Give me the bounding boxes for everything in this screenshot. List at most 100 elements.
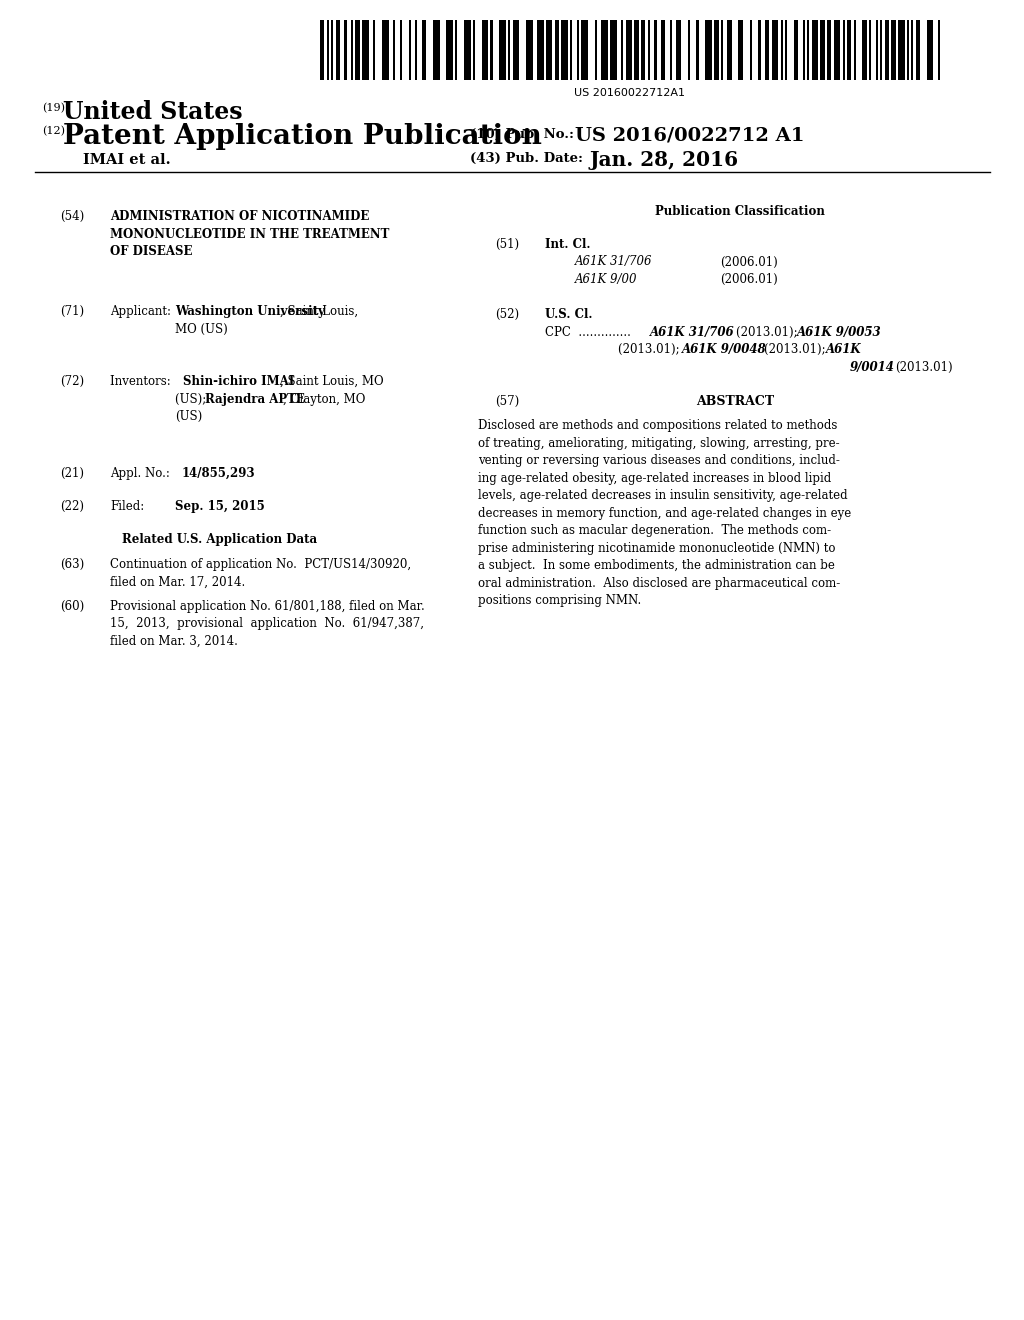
Bar — [411, 20, 415, 81]
Bar — [782, 20, 785, 81]
Bar — [805, 20, 807, 81]
Text: (71): (71) — [60, 305, 84, 318]
Bar — [719, 20, 721, 81]
Text: (19): (19) — [42, 103, 65, 114]
Text: ing age-related obesity, age-related increases in blood lipid: ing age-related obesity, age-related inc… — [478, 473, 831, 484]
Bar — [353, 20, 355, 81]
Bar — [616, 20, 622, 81]
Bar — [568, 20, 570, 81]
Bar — [738, 20, 743, 81]
Text: levels, age-related decreases in insulin sensitivity, age-related: levels, age-related decreases in insulin… — [478, 490, 848, 503]
Text: Related U.S. Application Data: Related U.S. Application Data — [123, 533, 317, 546]
Text: A61K 9/0048: A61K 9/0048 — [682, 343, 767, 356]
Bar — [752, 20, 759, 81]
Bar — [641, 20, 645, 81]
Bar — [698, 20, 706, 81]
Bar — [559, 20, 561, 81]
Bar — [885, 20, 889, 81]
Text: Washington University: Washington University — [175, 305, 325, 318]
Text: 15,  2013,  provisional  application  No.  61/947,387,: 15, 2013, provisional application No. 61… — [110, 618, 424, 631]
Bar — [690, 20, 696, 81]
Text: Sep. 15, 2015: Sep. 15, 2015 — [175, 500, 265, 513]
Bar — [662, 20, 666, 81]
Bar — [422, 20, 426, 81]
Bar — [325, 20, 327, 81]
Bar — [881, 20, 883, 81]
Bar — [681, 20, 687, 81]
Bar — [577, 20, 579, 81]
Text: (2013.01): (2013.01) — [895, 360, 952, 374]
Text: ABSTRACT: ABSTRACT — [696, 395, 774, 408]
Text: prise administering nicotinamide mononucleotide (NMN) to: prise administering nicotinamide mononuc… — [478, 543, 836, 554]
Bar — [373, 20, 376, 81]
Bar — [851, 20, 854, 81]
Text: A61K 31/706: A61K 31/706 — [650, 326, 734, 338]
Bar — [418, 20, 422, 81]
Bar — [464, 20, 471, 81]
Bar — [553, 20, 555, 81]
Bar — [426, 20, 433, 81]
Bar — [803, 20, 805, 81]
Bar — [355, 20, 359, 81]
Bar — [845, 20, 847, 81]
Bar — [827, 20, 831, 81]
Bar — [409, 20, 411, 81]
Text: Applicant:: Applicant: — [110, 305, 178, 318]
Text: A61K 31/706: A61K 31/706 — [575, 256, 652, 268]
Bar — [624, 20, 626, 81]
Text: Provisional application No. 61/801,188, filed on Mar.: Provisional application No. 61/801,188, … — [110, 601, 425, 612]
Bar — [415, 20, 418, 81]
Bar — [913, 20, 915, 81]
Bar — [907, 20, 909, 81]
Bar — [344, 20, 346, 81]
Bar — [439, 20, 446, 81]
Bar — [721, 20, 723, 81]
Bar — [601, 20, 608, 81]
Bar — [904, 20, 907, 81]
Bar — [812, 20, 818, 81]
Bar — [909, 20, 911, 81]
Bar — [399, 20, 402, 81]
Text: (57): (57) — [495, 395, 519, 408]
Bar — [393, 20, 395, 81]
Bar — [537, 20, 544, 81]
Bar — [650, 20, 654, 81]
Bar — [471, 20, 473, 81]
Text: US 2016/0022712 A1: US 2016/0022712 A1 — [575, 125, 805, 144]
Bar — [706, 20, 712, 81]
Bar — [938, 20, 940, 81]
Bar — [570, 20, 572, 81]
Bar — [809, 20, 812, 81]
Bar — [597, 20, 601, 81]
Bar — [508, 20, 510, 81]
Text: U.S. Cl.: U.S. Cl. — [545, 308, 593, 321]
Bar — [759, 20, 761, 81]
Bar — [841, 20, 843, 81]
Bar — [818, 20, 820, 81]
Bar — [610, 20, 616, 81]
Bar — [854, 20, 856, 81]
Bar — [555, 20, 559, 81]
Text: OF DISEASE: OF DISEASE — [110, 246, 193, 257]
Bar — [579, 20, 582, 81]
Text: positions comprising NMN.: positions comprising NMN. — [478, 594, 641, 607]
Bar — [834, 20, 841, 81]
Bar — [765, 20, 769, 81]
Bar — [862, 20, 867, 81]
Text: (2006.01): (2006.01) — [720, 273, 778, 286]
Text: , Clayton, MO: , Clayton, MO — [283, 392, 366, 405]
Bar — [867, 20, 869, 81]
Bar — [645, 20, 648, 81]
Bar — [898, 20, 904, 81]
Text: Shin-ichiro IMAI: Shin-ichiro IMAI — [183, 375, 294, 388]
Text: venting or reversing various diseases and conditions, includ-: venting or reversing various diseases an… — [478, 454, 840, 467]
Text: (US): (US) — [175, 411, 203, 422]
Text: (US);: (US); — [175, 392, 210, 405]
Bar — [876, 20, 878, 81]
Text: (2006.01): (2006.01) — [720, 256, 778, 268]
Bar — [608, 20, 610, 81]
Bar — [712, 20, 714, 81]
Bar — [626, 20, 632, 81]
Bar — [319, 20, 325, 81]
Bar — [510, 20, 513, 81]
